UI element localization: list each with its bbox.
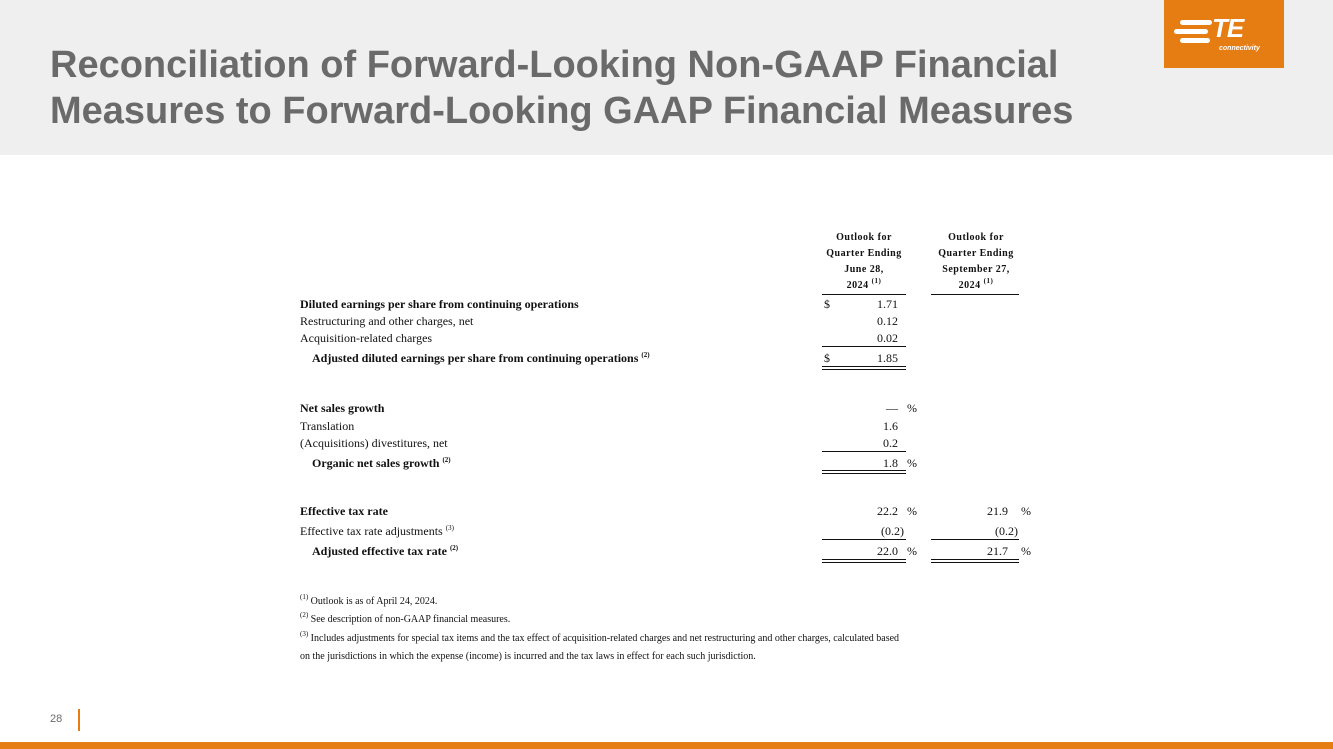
page-number: 28	[50, 713, 63, 725]
column-header-line: Quarter Ending	[826, 248, 902, 259]
footnote-ref: (2)	[641, 351, 650, 359]
column-header-line: September 27,	[942, 264, 1010, 275]
value-effective-tax-q3: 21.9	[987, 504, 1008, 518]
te-connectivity-logo: TE connectivity	[1164, 0, 1284, 68]
row-label-diluted-eps: Diluted earnings per share from continui…	[300, 297, 579, 311]
footnote-3-continued: on the jurisdictions in which the expens…	[300, 651, 756, 662]
header-underline	[931, 294, 1019, 295]
value-restructuring-q2: 0.12	[877, 314, 898, 328]
value-adjusted-tax-q2: 22.0	[877, 544, 898, 558]
header-underline	[822, 294, 906, 295]
total-double-line	[822, 366, 906, 370]
percent-sign: %	[907, 401, 917, 415]
logo-subtext: connectivity	[1219, 45, 1260, 52]
total-double-line	[931, 559, 1019, 563]
value-adjusted-eps-q2: 1.85	[877, 351, 898, 365]
subtotal-line	[822, 346, 906, 347]
row-label-translation: Translation	[300, 419, 355, 433]
row-label-restructuring: Restructuring and other charges, net	[300, 314, 474, 328]
subtotal-line	[931, 539, 1019, 540]
column-header-june: Outlook for Quarter Ending June 28, 2024…	[808, 230, 920, 294]
value-tax-adjustments-q2: (0.2)	[881, 524, 904, 538]
value-acquisition-q2: 0.02	[877, 331, 898, 345]
percent-sign: %	[907, 456, 917, 470]
currency-symbol: $	[824, 351, 830, 365]
footnote-2: (2) See description of non-GAAP financia…	[300, 611, 511, 626]
column-header-line: Outlook for	[836, 232, 892, 243]
total-double-line	[822, 470, 906, 474]
page-number-divider	[78, 709, 80, 731]
row-label-effective-tax-rate: Effective tax rate	[300, 504, 388, 518]
row-label-net-sales-growth: Net sales growth	[300, 401, 385, 415]
row-label-acquisitions-divestitures: (Acquisitions) divestitures, net	[300, 436, 448, 450]
logo-text: TE	[1212, 13, 1244, 43]
footnote-ref: (2)	[442, 456, 451, 464]
footer-bar	[0, 742, 1333, 749]
column-header-line: Outlook for	[948, 232, 1004, 243]
percent-sign: %	[1021, 504, 1031, 518]
row-label-tax-adjustments: Effective tax rate adjustments (3)	[300, 524, 454, 538]
value-net-sales-growth-q2: —	[886, 401, 898, 415]
subtotal-line	[822, 451, 906, 452]
row-label-organic-growth: Organic net sales growth (2)	[312, 456, 451, 470]
value-organic-growth-q2: 1.8	[883, 456, 898, 470]
column-header-september: Outlook for Quarter Ending September 27,…	[918, 230, 1034, 294]
logo-stripes-icon	[1174, 20, 1212, 43]
footnote-ref: (1)	[983, 277, 994, 285]
value-translation-q2: 1.6	[883, 419, 898, 433]
percent-sign: %	[1021, 544, 1031, 558]
footnote-1: (1) Outlook is as of April 24, 2024.	[300, 593, 438, 608]
value-adjusted-tax-q3: 21.7	[987, 544, 1008, 558]
column-header-year: 2024 (1)	[958, 277, 994, 292]
value-acquisitions-q2: 0.2	[883, 436, 898, 450]
column-header-line: Quarter Ending	[938, 248, 1014, 259]
slide-header: Reconciliation of Forward-Looking Non-GA…	[0, 0, 1333, 155]
page-title: Reconciliation of Forward-Looking Non-GA…	[50, 42, 1073, 134]
footnote-3: (3) Includes adjustments for special tax…	[300, 630, 900, 645]
footnote-ref: (2)	[449, 544, 459, 552]
row-label-acquisition: Acquisition-related charges	[300, 331, 433, 345]
subtotal-line	[822, 539, 906, 540]
value-tax-adjustments-q3: (0.2)	[995, 524, 1018, 538]
column-header-line: June 28,	[844, 264, 884, 275]
total-double-line	[822, 559, 906, 563]
currency-symbol: $	[824, 297, 830, 311]
page-title-line-2: Measures to Forward-Looking GAAP Financi…	[50, 90, 1074, 132]
footnote-ref: (1)	[871, 277, 882, 285]
percent-sign: %	[907, 544, 917, 558]
value-effective-tax-q2: 22.2	[877, 504, 898, 518]
footnote-ref: (3)	[445, 524, 454, 532]
value-diluted-eps-q2: 1.71	[877, 297, 898, 311]
row-label-adjusted-eps: Adjusted diluted earnings per share from…	[312, 351, 650, 365]
column-header-year: 2024 (1)	[846, 277, 882, 292]
row-label-adjusted-tax-rate: Adjusted effective tax rate (2)	[312, 544, 459, 558]
percent-sign: %	[907, 504, 917, 518]
page-title-line-1: Reconciliation of Forward-Looking Non-GA…	[50, 44, 1059, 86]
